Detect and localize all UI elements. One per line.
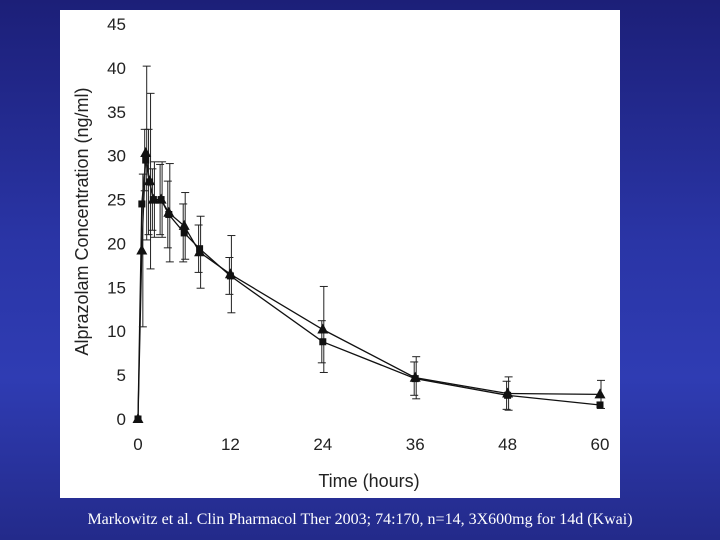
y-axis-title: Alprazolam Concentration (ng/ml) <box>72 87 92 355</box>
y-tick-label: 45 <box>107 15 126 34</box>
x-tick-label: 12 <box>221 435 240 454</box>
data-point-triangle <box>317 323 329 334</box>
x-tick-label: 36 <box>406 435 425 454</box>
x-tick-label: 60 <box>591 435 610 454</box>
data-point-square <box>596 401 604 409</box>
citation-caption: Markowitz et al. Clin Pharmacol Ther 200… <box>87 511 633 528</box>
chart-panel: 0 12 24 36 48 60 0 5 10 15 20 25 30 35 40 45 Time (hou… <box>60 10 620 498</box>
data-point-triangle <box>502 387 514 398</box>
y-tick-label: 20 <box>107 234 126 253</box>
data-point-triangle <box>409 371 421 382</box>
y-tick-label: 15 <box>107 278 126 297</box>
data-point-square <box>138 200 146 208</box>
y-tick-label: 25 <box>107 191 126 210</box>
x-axis-title: Time (hours) <box>318 471 419 491</box>
y-tick-label: 0 <box>117 410 126 429</box>
data-point-square <box>180 229 188 237</box>
series-line-triangle <box>137 152 601 420</box>
data-point-square <box>319 338 327 346</box>
data-point-triangle <box>194 246 206 257</box>
y-tick-label: 5 <box>117 366 126 385</box>
data-point-triangle <box>155 193 167 204</box>
data-point-triangle <box>132 413 144 423</box>
x-tick-label: 48 <box>498 435 517 454</box>
data-point-triangle <box>224 268 236 279</box>
y-tick-label: 35 <box>107 103 126 122</box>
y-tick-label: 10 <box>107 322 126 341</box>
data-point-triangle <box>144 175 155 186</box>
x-tick-label: 24 <box>313 435 332 454</box>
x-tick-label: 0 <box>133 435 142 454</box>
data-point-triangle <box>136 244 148 255</box>
y-tick-label: 30 <box>107 147 126 166</box>
data-point-triangle <box>163 206 175 217</box>
data-point-triangle <box>178 219 190 230</box>
data-point-triangle <box>140 147 152 157</box>
y-tick-label: 40 <box>107 59 126 78</box>
data-point-triangle <box>594 388 606 399</box>
data-point-square <box>142 156 150 164</box>
data-point-triangle <box>147 193 159 204</box>
series-line-square <box>137 159 601 420</box>
pk-line-chart: 0 12 24 36 48 60 0 5 10 15 20 25 30 35 40 45 Time (hou… <box>72 15 610 491</box>
